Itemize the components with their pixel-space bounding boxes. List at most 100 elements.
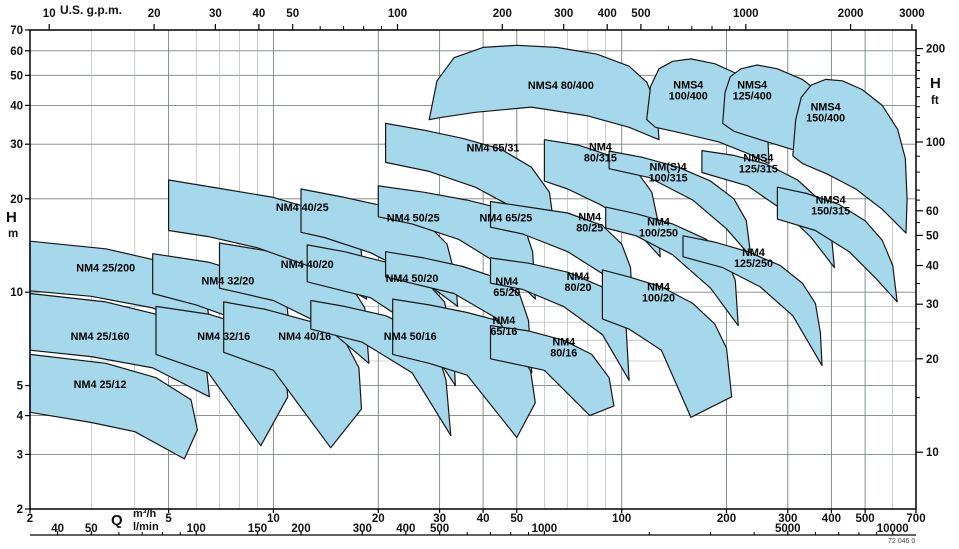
top-axis-tick-label: 2000 — [838, 8, 864, 20]
bottom-axis-symbol: Q — [111, 512, 123, 529]
top-axis-tick-label: 100 — [388, 8, 407, 20]
bottom-axis-tick-label: 100 — [612, 513, 631, 525]
left-axis-tick-label: 3 — [17, 449, 23, 461]
envelope-nm4-100-20 — [601, 269, 733, 418]
right-axis-unit-label: ft — [931, 95, 939, 107]
left-axis-tick-label: 30 — [10, 139, 23, 151]
bottom-axis-tick-label: 40 — [477, 513, 490, 525]
top-axis-tick-label: 200 — [493, 8, 512, 20]
envelope-label: NM4 100/20 — [642, 282, 675, 305]
bottom-axis-tick-label: 5 — [165, 513, 172, 525]
plot-border — [29, 29, 917, 510]
envelope-label: NMS4 80/400 — [528, 80, 594, 92]
envelope-label: NM4 40/16 — [278, 331, 331, 343]
left-axis-tick-label: 20 — [10, 194, 23, 206]
envelope-label: NM4 40/25 — [276, 202, 329, 214]
lmin-axis-tick-label: 150 — [248, 523, 267, 535]
envelope-label: NM4 65/16 — [490, 315, 517, 338]
envelope-label: NM4 125/250 — [734, 247, 773, 270]
top-axis-tick-label: 20 — [148, 8, 161, 20]
envelope-label: NM4 80/25 — [576, 212, 603, 235]
envelope-label: NM4 40/20 — [281, 259, 334, 271]
bottom-axis-tick-label: 200 — [717, 513, 736, 525]
bottom-axis-tick-label: 500 — [856, 513, 875, 525]
envelope-label: NM4 65/20 — [493, 276, 520, 299]
bottom-axis-tick-label: 300 — [778, 513, 797, 525]
right-axis-tick-label: 40 — [926, 261, 939, 273]
envelope-label: NM4 25/160 — [71, 331, 130, 343]
envelope-nms4-80-400 — [428, 44, 660, 141]
lmin-axis-tick-label: 50 — [85, 523, 98, 535]
envelope-nm4-100-250 — [605, 206, 739, 327]
lmin-axis-tick-label: 5000 — [775, 523, 801, 535]
envelope-nm4-80-20 — [489, 257, 630, 381]
envelope-label: NM4 25/12 — [74, 379, 127, 391]
envelope-nms4-150-315 — [776, 186, 898, 303]
bottom-axis-tick-label: 10 — [267, 513, 280, 525]
figure-reference: 72 046 0 — [888, 538, 916, 545]
top-axis-tick-label: 400 — [598, 8, 617, 20]
envelope-label: NM4 32/16 — [197, 331, 250, 343]
lmin-axis-tick-label: 400 — [396, 523, 415, 535]
top-axis-tick-label: 30 — [209, 8, 222, 20]
envelope-label: NM4 50/20 — [386, 273, 439, 285]
bottom-axis-tick-label: 30 — [433, 513, 446, 525]
left-axis-tick-label: 2 — [17, 504, 23, 516]
left-axis-symbol: H — [6, 209, 17, 226]
left-axis-tick-label: 70 — [10, 25, 23, 37]
bottom-axis-tick-label: 50 — [510, 513, 523, 525]
envelope-label: NM4 50/16 — [384, 331, 437, 343]
left-axis-tick-label: 60 — [10, 46, 23, 58]
envelope-nms4-125-315 — [701, 150, 836, 269]
top-axis-tick-label: 300 — [554, 8, 573, 20]
envelope-label: NM4 65/31 — [467, 143, 520, 155]
envelope-label: NM(S)4 100/315 — [649, 161, 688, 184]
top-axis-tick-label: 500 — [631, 8, 650, 20]
top-axis-tick-label: 50 — [286, 8, 299, 20]
right-axis-tick-label: 50 — [926, 230, 939, 242]
envelope-label: NMS4 100/400 — [669, 79, 708, 102]
left-axis-tick-label: 40 — [10, 100, 23, 112]
right-axis-tick-label: 60 — [926, 206, 939, 218]
envelope-nm4-25-12 — [29, 353, 198, 460]
envelope-label: NM4 80/16 — [550, 336, 577, 359]
lmin-axis-tick-label: 300 — [353, 523, 372, 535]
bottom-axis-unit-lmin: l/min — [133, 521, 159, 533]
envelope-nm4-40-16 — [223, 301, 363, 449]
envelope-label: NM4 65/25 — [479, 212, 532, 224]
lmin-axis-tick-label: 1000 — [532, 523, 558, 535]
right-axis-tick-label: 10 — [926, 447, 939, 459]
envelope-nms4-150-400 — [792, 78, 908, 234]
lmin-axis-tick-label: 10000 — [877, 523, 909, 535]
top-axis-tick-label: 40 — [253, 8, 266, 20]
envelope-label: NM4 25/200 — [76, 262, 135, 274]
right-axis-tick-label: 30 — [926, 299, 939, 311]
lmin-axis-tick-label: 500 — [430, 523, 449, 535]
lmin-axis-tick-label: 40 — [51, 523, 64, 535]
right-axis-tick-label: 100 — [926, 137, 945, 149]
left-axis-tick-label: 10 — [10, 287, 23, 299]
lmin-axis-tick-label: 100 — [187, 523, 206, 535]
lmin-axis-tick-label: 200 — [291, 523, 310, 535]
left-axis-tick-label: 50 — [10, 70, 23, 82]
envelope-label: NMS4 125/315 — [739, 153, 778, 176]
bottom-axis-tick-label: 20 — [372, 513, 385, 525]
top-axis-tick-label: 1000 — [733, 8, 759, 20]
left-axis-tick-label: 5 — [17, 381, 24, 393]
envelope-label: NM4 80/20 — [564, 271, 591, 294]
bottom-axis-unit-m3h: m³/h — [133, 508, 157, 520]
envelope-label: NM4 50/25 — [387, 212, 440, 224]
top-axis-tick-label: 3000 — [899, 8, 925, 20]
right-axis-tick-label: 20 — [926, 354, 939, 366]
top-axis-tick-label: 10 — [43, 8, 56, 20]
right-axis-tick-label: 200 — [926, 44, 945, 56]
right-axis-symbol: H — [930, 75, 941, 92]
envelope-label: NMS4 150/315 — [811, 194, 850, 217]
envelope-label: NMS4 150/400 — [806, 102, 845, 125]
envelope-label: NM4 80/315 — [584, 141, 617, 164]
envelope-label: NMS4 125/400 — [733, 79, 772, 102]
left-axis-unit-label: m — [8, 228, 19, 240]
top-axis-unit-label: U.S. g.p.m. — [60, 3, 123, 17]
